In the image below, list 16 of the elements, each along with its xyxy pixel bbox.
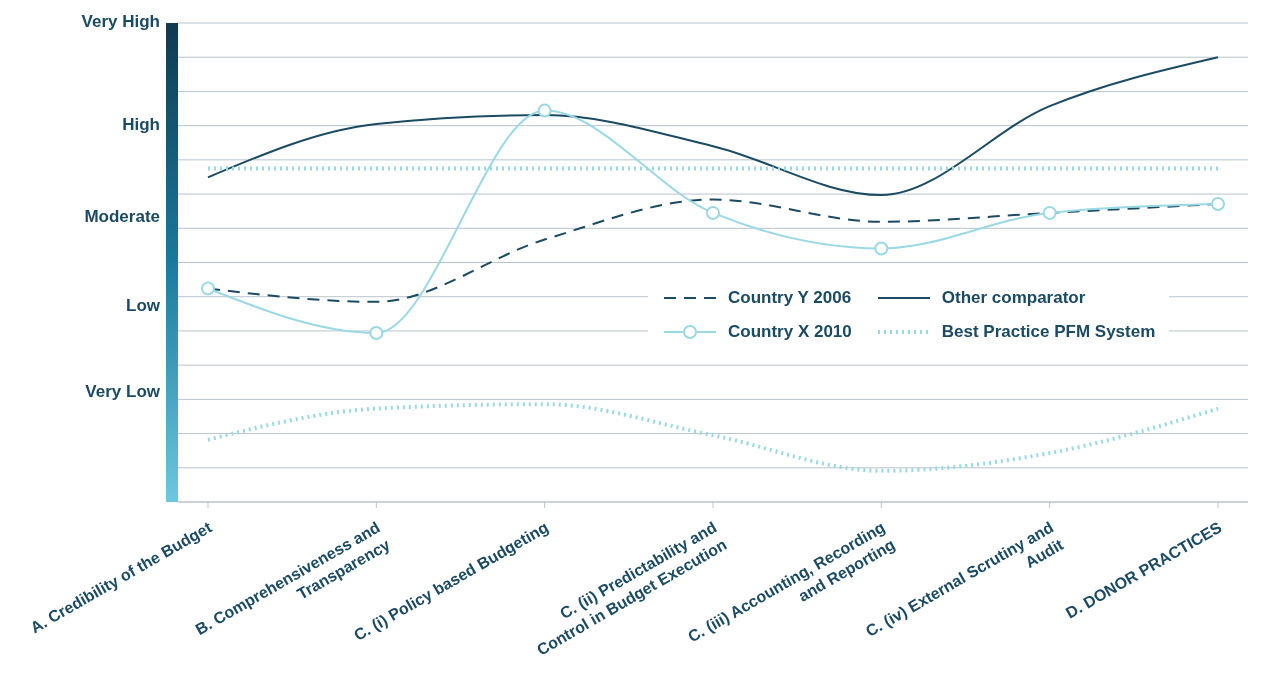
text: Low xyxy=(126,295,160,316)
point xyxy=(1042,205,1057,220)
text: High xyxy=(122,114,160,135)
text: Very High xyxy=(81,12,160,32)
point xyxy=(706,205,720,220)
point xyxy=(1211,196,1225,211)
point xyxy=(201,281,215,296)
point xyxy=(537,103,552,118)
text: Moderate xyxy=(84,207,160,228)
legend-label: Best Practice PFM System xyxy=(940,322,1156,342)
legend-label: Other comparator xyxy=(940,288,1087,308)
point xyxy=(369,325,384,340)
point xyxy=(874,241,889,256)
text: Very Low xyxy=(85,381,160,402)
legend-label: Country Y 2006 xyxy=(727,288,852,308)
legend-label: Country X 2010 xyxy=(727,322,852,342)
